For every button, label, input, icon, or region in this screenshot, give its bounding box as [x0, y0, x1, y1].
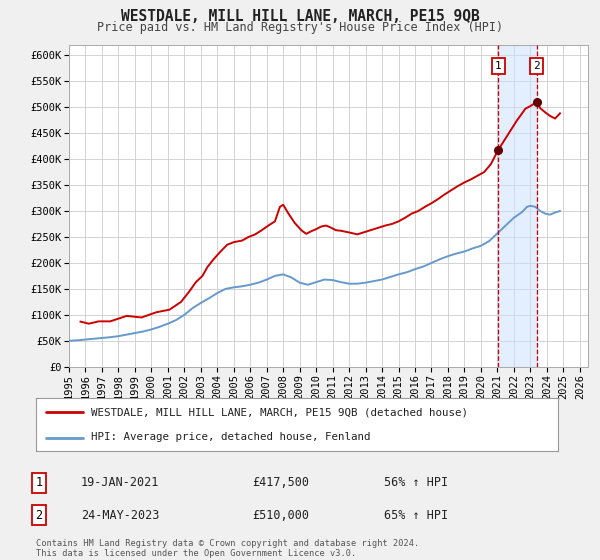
Text: HPI: Average price, detached house, Fenland: HPI: Average price, detached house, Fenl… [91, 432, 370, 442]
Text: 24-MAY-2023: 24-MAY-2023 [81, 508, 160, 522]
Bar [498, 45, 537, 367]
Text: WESTDALE, MILL HILL LANE, MARCH, PE15 9QB (detached house): WESTDALE, MILL HILL LANE, MARCH, PE15 9Q… [91, 408, 468, 418]
Text: 1: 1 [495, 60, 502, 71]
Text: £417,500: £417,500 [252, 476, 309, 489]
Text: 56% ↑ HPI: 56% ↑ HPI [384, 476, 448, 489]
Text: 2: 2 [35, 508, 43, 522]
Text: 19-JAN-2021: 19-JAN-2021 [81, 476, 160, 489]
Text: Price paid vs. HM Land Registry's House Price Index (HPI): Price paid vs. HM Land Registry's House … [97, 21, 503, 34]
Text: WESTDALE, MILL HILL LANE, MARCH, PE15 9QB: WESTDALE, MILL HILL LANE, MARCH, PE15 9Q… [121, 9, 479, 24]
Text: 65% ↑ HPI: 65% ↑ HPI [384, 508, 448, 522]
Text: £510,000: £510,000 [252, 508, 309, 522]
Text: 1: 1 [35, 476, 43, 489]
Text: 2: 2 [533, 60, 540, 71]
Text: Contains HM Land Registry data © Crown copyright and database right 2024.
This d: Contains HM Land Registry data © Crown c… [36, 539, 419, 558]
